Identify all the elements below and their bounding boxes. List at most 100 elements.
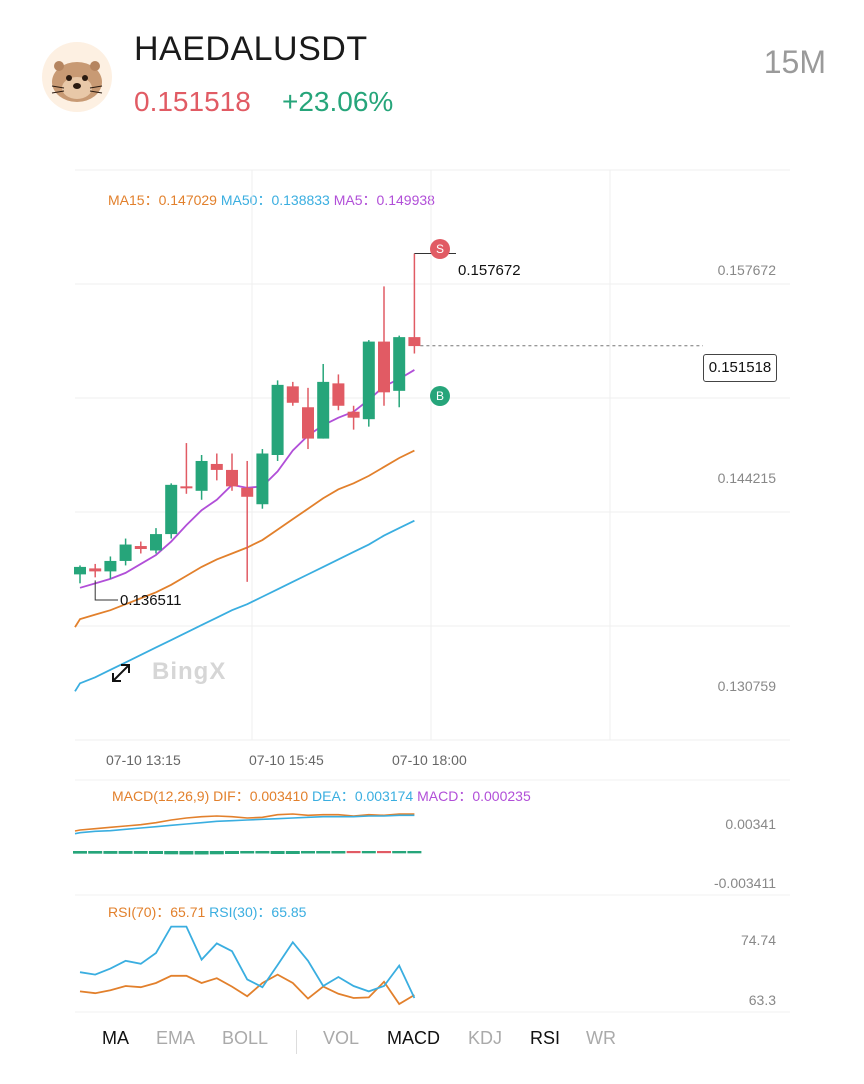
candle-body [104,560,117,572]
bingx-watermark: BingX [152,658,227,685]
indicator-tabs: MA EMA BOLL VOL MACD KDJ RSI WR [0,1018,864,1058]
ma-line-ma50 [74,519,415,692]
candle-body [317,381,330,439]
macd-histogram-bar [179,851,194,855]
candle-body [393,337,406,391]
macd-histogram-bar [73,851,87,854]
rsi-line-rsi30 [79,925,416,999]
candle-body [302,407,314,439]
candle-body [150,534,162,551]
tab-rsi[interactable]: RSI [530,1028,561,1048]
rsi-axis-high: 74.74 [740,932,776,948]
rsi30-label: RSI(30)： [209,904,272,920]
candle-body [180,486,193,489]
candle-body [119,544,132,561]
macd-histogram-bar [407,851,422,854]
low-annotation: 0.136511 [120,592,182,609]
ma-line-ma15 [74,449,415,628]
tab-ema[interactable]: EMA [156,1028,196,1048]
candle-body [408,337,421,347]
macd-hist-value: 0.000235 [472,788,531,804]
interval-selector[interactable]: 15M [763,44,826,80]
candle-body [74,566,86,575]
macd-histogram-bar [392,851,407,854]
candle-body [271,384,284,455]
chart-grid [75,169,790,1013]
candle-body [210,463,223,470]
rsi-panel [79,925,416,1006]
tab-kdj[interactable]: KDJ [468,1028,503,1048]
ma50-label: MA50： [220,192,272,208]
candle-body [241,487,254,497]
macd-histogram-bar [301,851,315,854]
rsi-legend: RSI(70)：65.71 RSI(30)：65.85 [108,902,306,922]
macd-histogram-bar [225,851,239,854]
macd-hist-label: MACD： [417,788,473,804]
ma5-value: 0.149938 [376,192,435,208]
rsi-line-rsi70 [79,973,415,1006]
macd-histogram-bar [240,851,255,854]
dea-label: DEA： [312,788,355,804]
macd-histogram-bar [133,851,148,854]
tab-wr[interactable]: WR [586,1028,616,1048]
candle-body [332,383,345,406]
price-axis-label-mid: 0.144215 [717,470,776,486]
ma5-label: MA5： [333,192,377,208]
tab-ma[interactable]: MA [102,1028,129,1048]
price-annotations [94,253,703,601]
macd-legend: MACD(12,26,9) DIF：0.003410 DEA：0.003174 … [112,786,531,806]
macd-histogram-bar [164,851,179,855]
candle-body [286,386,299,403]
tab-macd[interactable]: MACD [387,1028,440,1048]
price-axis-label-low: 0.130759 [717,678,776,694]
price-change-percent: +23.06% [282,86,394,117]
dea-value: 0.003174 [354,788,414,804]
candle-body [256,453,269,505]
expand-icon[interactable] [108,660,134,686]
ma-legend: MA15：0.147029 MA50：0.138833 MA5：0.149938 [108,190,435,210]
macd-panel [73,813,422,855]
candle-body [378,341,390,393]
macd-axis-high: 0.00341 [725,816,776,832]
macd-histogram-bar [361,851,376,854]
macd-line-dea [74,814,415,835]
candle-body [347,411,360,418]
time-axis-label-3: 07-10 18:00 [392,752,467,768]
dif-label: DIF： [213,788,250,804]
sell-marker[interactable]: S [430,239,450,259]
macd-axis-low: -0.003411 [713,875,776,891]
price-axis-label-high: 0.157672 [717,262,776,278]
macd-title: MACD(12,26,9) [112,788,210,804]
macd-histogram-bar [255,851,270,854]
candle-body [134,546,147,550]
macd-histogram-bar [316,851,331,854]
macd-histogram-bar [88,851,103,854]
macd-histogram-bar [270,851,285,854]
otter-avatar-icon[interactable] [42,42,112,112]
rsi-axis-low: 63.3 [748,992,776,1008]
candle-body [226,469,238,487]
rsi30-value: 65.85 [271,904,307,920]
macd-histogram-bar [103,851,118,854]
last-price: 0.151518 [134,86,251,117]
candle-body [89,568,102,572]
buy-marker[interactable]: B [430,386,450,406]
macd-histogram-bar [149,851,163,854]
tab-vol[interactable]: VOL [323,1028,360,1048]
tab-boll[interactable]: BOLL [222,1028,269,1048]
candle-body [362,341,375,420]
candle-body [165,484,178,535]
rsi70-label: RSI(70)： [108,904,171,920]
ma15-value: 0.147029 [158,192,217,208]
macd-histogram-bar [209,851,224,855]
high-annotation: 0.157672 [458,262,521,279]
time-axis-label-2: 07-10 15:45 [249,752,324,768]
low-leader-line [94,580,118,601]
macd-histogram-bar [285,851,300,854]
macd-histogram-bar [377,851,391,854]
rsi70-value: 65.71 [170,904,206,920]
ma50-value: 0.138833 [271,192,330,208]
macd-histogram-bar [346,851,361,854]
candle-body [195,460,208,491]
